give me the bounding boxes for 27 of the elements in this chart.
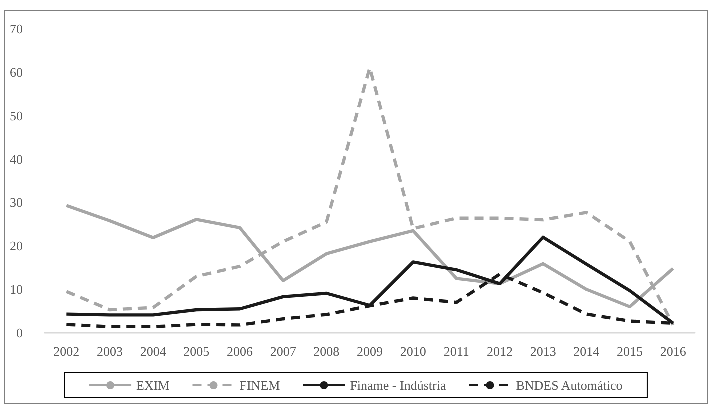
legend-label: EXIM bbox=[136, 378, 170, 393]
x-tick-label: 2013 bbox=[530, 344, 556, 359]
x-tick-label: 2002 bbox=[54, 344, 80, 359]
x-tick-label: 2011 bbox=[444, 344, 470, 359]
x-tick-label: 2009 bbox=[357, 344, 383, 359]
x-tick-label: 2006 bbox=[227, 344, 254, 359]
y-tick-label: 50 bbox=[10, 108, 23, 124]
x-tick-label: 2004 bbox=[140, 344, 167, 359]
y-tick-label: 30 bbox=[10, 195, 23, 210]
y-tick-label: 60 bbox=[10, 64, 23, 80]
y-tick-label: 0 bbox=[16, 326, 23, 340]
x-tick-label: 2003 bbox=[97, 344, 123, 359]
legend-label: FINEM bbox=[240, 378, 281, 393]
x-tick-label: 2007 bbox=[270, 344, 297, 359]
x-tick-label: 2008 bbox=[314, 344, 340, 359]
y-tick-label: 40 bbox=[10, 152, 23, 167]
x-tick-label: 2012 bbox=[487, 344, 513, 359]
x-tick-label: 2005 bbox=[184, 344, 210, 359]
y-tick-label: 10 bbox=[10, 282, 23, 298]
y-tick-label: 70 bbox=[10, 22, 23, 36]
legend-label: Finame - Indústria bbox=[350, 378, 446, 393]
legend-label: BNDES Automático bbox=[516, 378, 623, 393]
x-tick-label: 2016 bbox=[660, 344, 687, 359]
y-tick-label: 20 bbox=[10, 238, 23, 254]
x-tick-label: 2014 bbox=[574, 344, 600, 359]
x-tick-label: 2015 bbox=[617, 344, 643, 359]
x-tick-label: 2010 bbox=[400, 344, 426, 359]
